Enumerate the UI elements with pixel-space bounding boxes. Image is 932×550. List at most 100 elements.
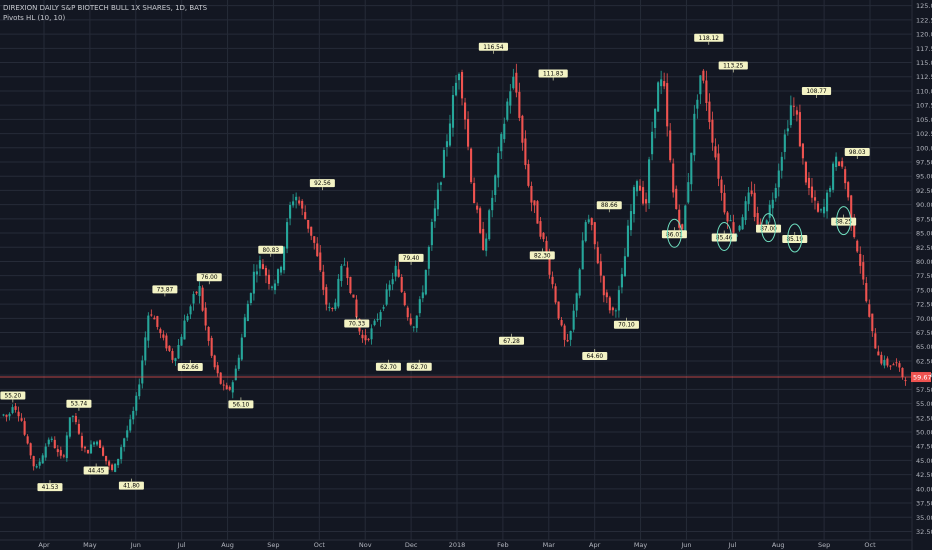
candle-body <box>189 306 192 315</box>
candle-body <box>611 307 614 311</box>
y-axis-tick-label: 47.50 <box>916 443 932 451</box>
candle-body <box>273 283 277 291</box>
indicator-label[interactable]: Pivots HL (10, 10) <box>3 14 66 22</box>
candle-body <box>901 367 904 378</box>
candle-body <box>524 138 527 166</box>
candle-body <box>255 271 258 275</box>
candle-body <box>581 240 584 270</box>
candle-body <box>880 354 883 364</box>
y-axis-tick-label: 52.50 <box>916 414 932 422</box>
pivot-low-label: 62.70 <box>411 365 428 371</box>
candle-body <box>554 286 557 303</box>
candle-body <box>620 274 623 288</box>
candle-body <box>50 438 53 440</box>
candle-body <box>889 365 892 367</box>
candle-body <box>430 222 433 246</box>
pivot-low-label: 88.25 <box>835 220 852 226</box>
candle-body <box>530 185 533 203</box>
candle-body <box>494 175 497 196</box>
y-axis-tick-label: 35.00 <box>916 514 932 522</box>
candle-body <box>108 461 111 466</box>
candle-body <box>279 266 283 273</box>
candle-body <box>681 224 684 230</box>
candle-body <box>445 141 449 148</box>
x-axis-tick-label: Sep <box>818 541 830 549</box>
candle-body <box>847 182 850 198</box>
candle-body <box>129 419 132 431</box>
candle-body <box>560 320 563 326</box>
candle-body <box>201 287 204 311</box>
pivot-low-label: 87.00 <box>760 227 777 233</box>
pivot-low-label: 44.45 <box>88 469 105 475</box>
candle-body <box>198 285 201 297</box>
y-axis-tick-label: 72.50 <box>916 301 932 309</box>
candle-body <box>801 143 804 159</box>
pivot-low-label: 85.46 <box>716 235 733 241</box>
x-axis-tick-label: Jun <box>680 541 691 549</box>
candle-body <box>394 265 397 277</box>
x-axis-tick-label: May <box>634 541 648 549</box>
candle-body <box>451 95 455 128</box>
candle-body <box>506 101 509 120</box>
y-axis-tick-label: 67.50 <box>916 329 932 337</box>
y-axis-tick-label: 87.50 <box>916 215 932 223</box>
candle-body <box>352 294 355 298</box>
candle-body <box>53 439 56 449</box>
annotation-ellipse[interactable] <box>716 221 732 251</box>
annotation-ellipse[interactable] <box>836 206 852 236</box>
candle-body <box>684 205 687 233</box>
candle-body <box>853 218 856 238</box>
candle-body <box>301 200 304 209</box>
candle-body <box>328 306 331 308</box>
candle-body <box>660 79 663 87</box>
annotation-ellipse[interactable] <box>761 213 777 243</box>
pivot-high-label: 73.87 <box>157 287 174 293</box>
candle-body <box>132 410 135 420</box>
y-axis-tick-label: 75.00 <box>916 286 932 294</box>
candle-body <box>240 337 243 360</box>
candle-body <box>699 75 702 95</box>
annotation-ellipse[interactable] <box>787 223 803 253</box>
candle-body <box>536 201 539 224</box>
candle-body <box>711 119 714 143</box>
candle-body <box>587 219 590 223</box>
pivot-high-badge <box>258 245 284 254</box>
annotation-ellipse[interactable] <box>666 218 682 248</box>
candle-body <box>726 212 729 222</box>
candle-body <box>222 384 225 386</box>
pivot-low-label: 70.33 <box>348 321 365 327</box>
candle-body <box>892 364 895 366</box>
x-axis-tick-label: Jul <box>177 541 186 549</box>
candle-body <box>729 220 732 222</box>
pivot-low-badge <box>613 320 639 329</box>
candle-body <box>617 290 620 311</box>
candle-body <box>186 316 189 321</box>
candle-body <box>578 269 581 296</box>
pivot-high-label: 113.25 <box>723 63 744 69</box>
y-axis-tick-label: 37.50 <box>916 500 932 508</box>
candle-body <box>566 340 569 342</box>
candle-body <box>479 208 482 233</box>
candle-body <box>464 102 467 120</box>
candle-body <box>862 262 865 280</box>
candle-body <box>433 208 436 222</box>
pivot-low-badge <box>228 400 254 409</box>
candle-body <box>527 163 530 186</box>
candle-body <box>258 260 261 269</box>
pivot-low-label: 41.53 <box>42 485 59 491</box>
candle-body <box>237 357 240 369</box>
pivot-high-badge <box>398 253 424 262</box>
candle-body <box>105 455 108 462</box>
candle-body <box>252 271 255 294</box>
candle-body <box>23 421 26 435</box>
candle-body <box>89 444 93 454</box>
x-axis-tick-label: Oct <box>864 541 876 549</box>
candle-body <box>850 195 853 224</box>
candle-body <box>77 423 80 434</box>
candle-body <box>442 150 445 178</box>
candle-body <box>759 222 762 224</box>
candle-body <box>614 310 617 312</box>
candle-body <box>521 115 524 143</box>
